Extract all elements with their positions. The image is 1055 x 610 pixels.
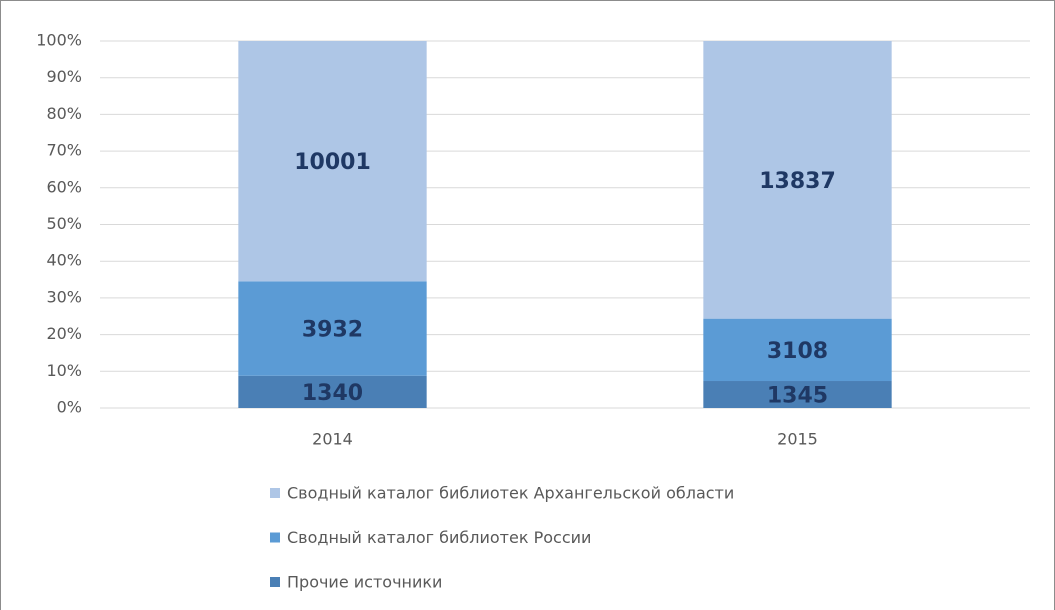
y-tick-label: 100% <box>36 31 82 50</box>
data-label: 3932 <box>302 318 363 343</box>
y-tick-label: 20% <box>46 324 82 343</box>
bar-segment <box>238 281 427 376</box>
legend-swatch <box>270 488 280 498</box>
y-tick-label: 70% <box>46 141 82 160</box>
bar-segment <box>238 41 427 282</box>
bar-segment <box>703 41 892 319</box>
data-label: 1345 <box>767 384 828 409</box>
y-tick-label: 10% <box>46 361 82 380</box>
y-tick-label: 40% <box>46 251 82 270</box>
data-label: 3108 <box>767 339 828 364</box>
legend-swatch <box>270 577 280 587</box>
y-tick-label: 30% <box>46 287 82 306</box>
x-tick-label: 2014 <box>312 430 353 449</box>
bar-segment <box>703 318 892 382</box>
y-tick-label: 80% <box>46 104 82 123</box>
x-tick-label: 2015 <box>777 430 818 449</box>
y-tick-label: 0% <box>57 398 82 417</box>
y-tick-label: 50% <box>46 214 82 233</box>
data-label: 1340 <box>302 381 363 406</box>
y-tick-label: 60% <box>46 177 82 196</box>
bar-segment <box>703 381 892 408</box>
legend-label: Прочие источники <box>287 573 442 592</box>
bar-segment <box>238 375 427 408</box>
y-tick-label: 90% <box>46 67 82 86</box>
data-label: 10001 <box>294 150 371 175</box>
legend-swatch <box>270 532 280 543</box>
legend-label: Сводный каталог библиотек России <box>287 528 591 547</box>
legend-label: Сводный каталог библиотек Архангельской … <box>287 484 734 503</box>
data-label: 13837 <box>759 169 836 194</box>
